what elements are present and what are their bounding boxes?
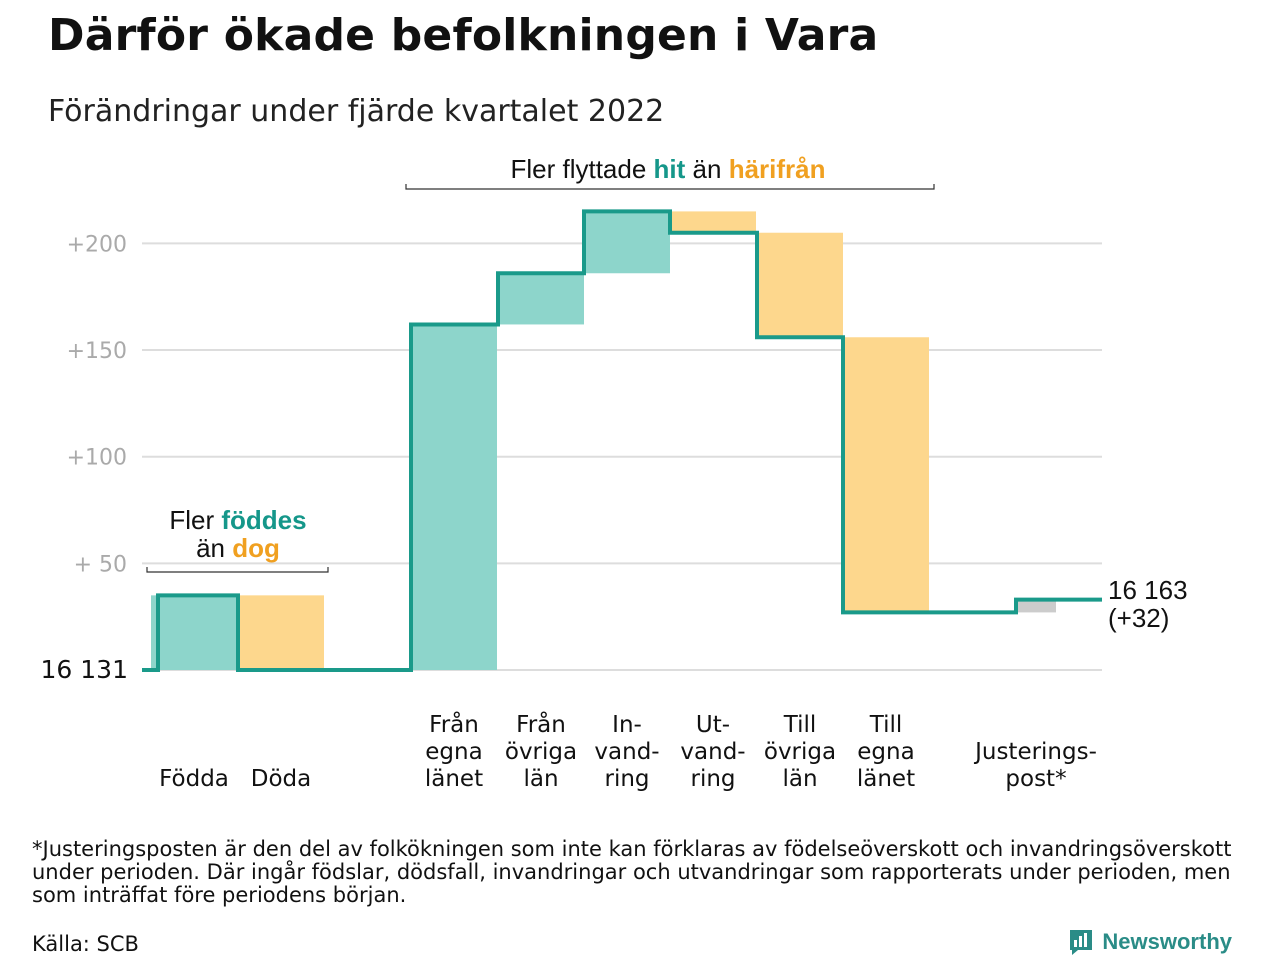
category-label-from-own-county: Från	[429, 710, 479, 738]
bar-to-own-county	[843, 337, 929, 613]
bar-died	[238, 595, 324, 670]
bars	[151, 211, 1056, 670]
category-label-to-own-county: egna	[857, 739, 914, 765]
y-tick-label: +100	[67, 446, 127, 471]
bar-immigration	[584, 211, 670, 274]
waterfall-chart: + 50+100+150+200 Födda DödaFrånegnalänetF…	[41, 154, 1188, 792]
cumulative-step-line	[142, 209, 1102, 672]
migration-annotation: Fler flyttade hit än härifrån	[510, 154, 825, 184]
y-tick-label: +150	[67, 339, 127, 364]
chart-title: Därför ökade befolkningen i Vara	[48, 10, 879, 61]
brand-name: Newsworthy	[1102, 929, 1232, 954]
migration-bracket	[405, 184, 935, 190]
bar-to-other-counties	[757, 232, 843, 338]
category-label-adjustment: Justerings-	[973, 739, 1097, 765]
y-tick-label: + 50	[74, 552, 127, 577]
category-label-to-other-counties: övriga	[764, 739, 836, 765]
category-label-immigration: In-	[612, 712, 642, 738]
category-label-immigration: vand-	[594, 739, 659, 765]
category-label-born: Födda	[159, 766, 229, 792]
births-mid: än	[196, 533, 232, 563]
category-label-from-other-counties: län	[523, 766, 558, 792]
bar-from-own-county	[411, 324, 497, 670]
bar-adjustment	[1016, 599, 1056, 613]
births-annotation-line1: Fler föddes	[169, 505, 306, 535]
labels: Födda DödaFrånegnalänetFrånövrigalänIn-va…	[41, 575, 1188, 792]
category-label-to-own-county: länet	[857, 766, 915, 792]
bar-from-other-counties	[498, 273, 584, 325]
category-label-to-own-county: Till	[869, 712, 903, 738]
category-label-from-own-county: länet	[425, 766, 483, 792]
births-bracket	[146, 567, 329, 573]
chart-subtitle: Förändringar under fjärde kvartalet 2022	[48, 94, 665, 129]
category-label-to-other-counties: län	[782, 766, 817, 792]
category-label-from-other-counties: Från	[516, 710, 566, 738]
category-label-adjustment: post*	[1005, 766, 1066, 792]
category-label-to-other-counties: Till	[783, 712, 817, 738]
births-foddes: föddes	[221, 505, 306, 535]
births-annotation-line2: än dog	[196, 533, 280, 563]
births-dog: dog	[232, 533, 280, 563]
newsworthy-icon	[1070, 930, 1093, 955]
footnote: *Justeringsposten är den del av folkökni…	[32, 837, 1232, 907]
y-tick-label: +200	[67, 232, 127, 257]
step-line	[142, 209, 1102, 672]
bar-emigration	[670, 211, 756, 233]
category-label-from-other-counties: övriga	[505, 739, 577, 765]
start-value-label: 16 131	[41, 655, 128, 684]
category-label-died: Döda	[251, 766, 311, 792]
migration-harifran: härifrån	[729, 154, 826, 184]
category-label-emigration: Ut-	[696, 712, 730, 738]
migration-hit: hit	[654, 154, 686, 184]
category-label-emigration: vand-	[680, 739, 745, 765]
category-label-from-own-county: egna	[425, 739, 482, 765]
migration-mid: än	[685, 154, 728, 184]
category-label-immigration: ring	[604, 766, 649, 792]
brand-logo: Newsworthy	[1068, 928, 1232, 956]
bar-born	[151, 595, 237, 670]
migration-prefix: Fler flyttade	[510, 154, 653, 184]
births-prefix: Fler	[169, 505, 221, 535]
source: Källa: SCB	[32, 932, 139, 956]
category-label-emigration: ring	[690, 766, 735, 792]
end-change-label: (+32)	[1108, 603, 1169, 633]
end-value-label: 16 163	[1108, 575, 1188, 605]
